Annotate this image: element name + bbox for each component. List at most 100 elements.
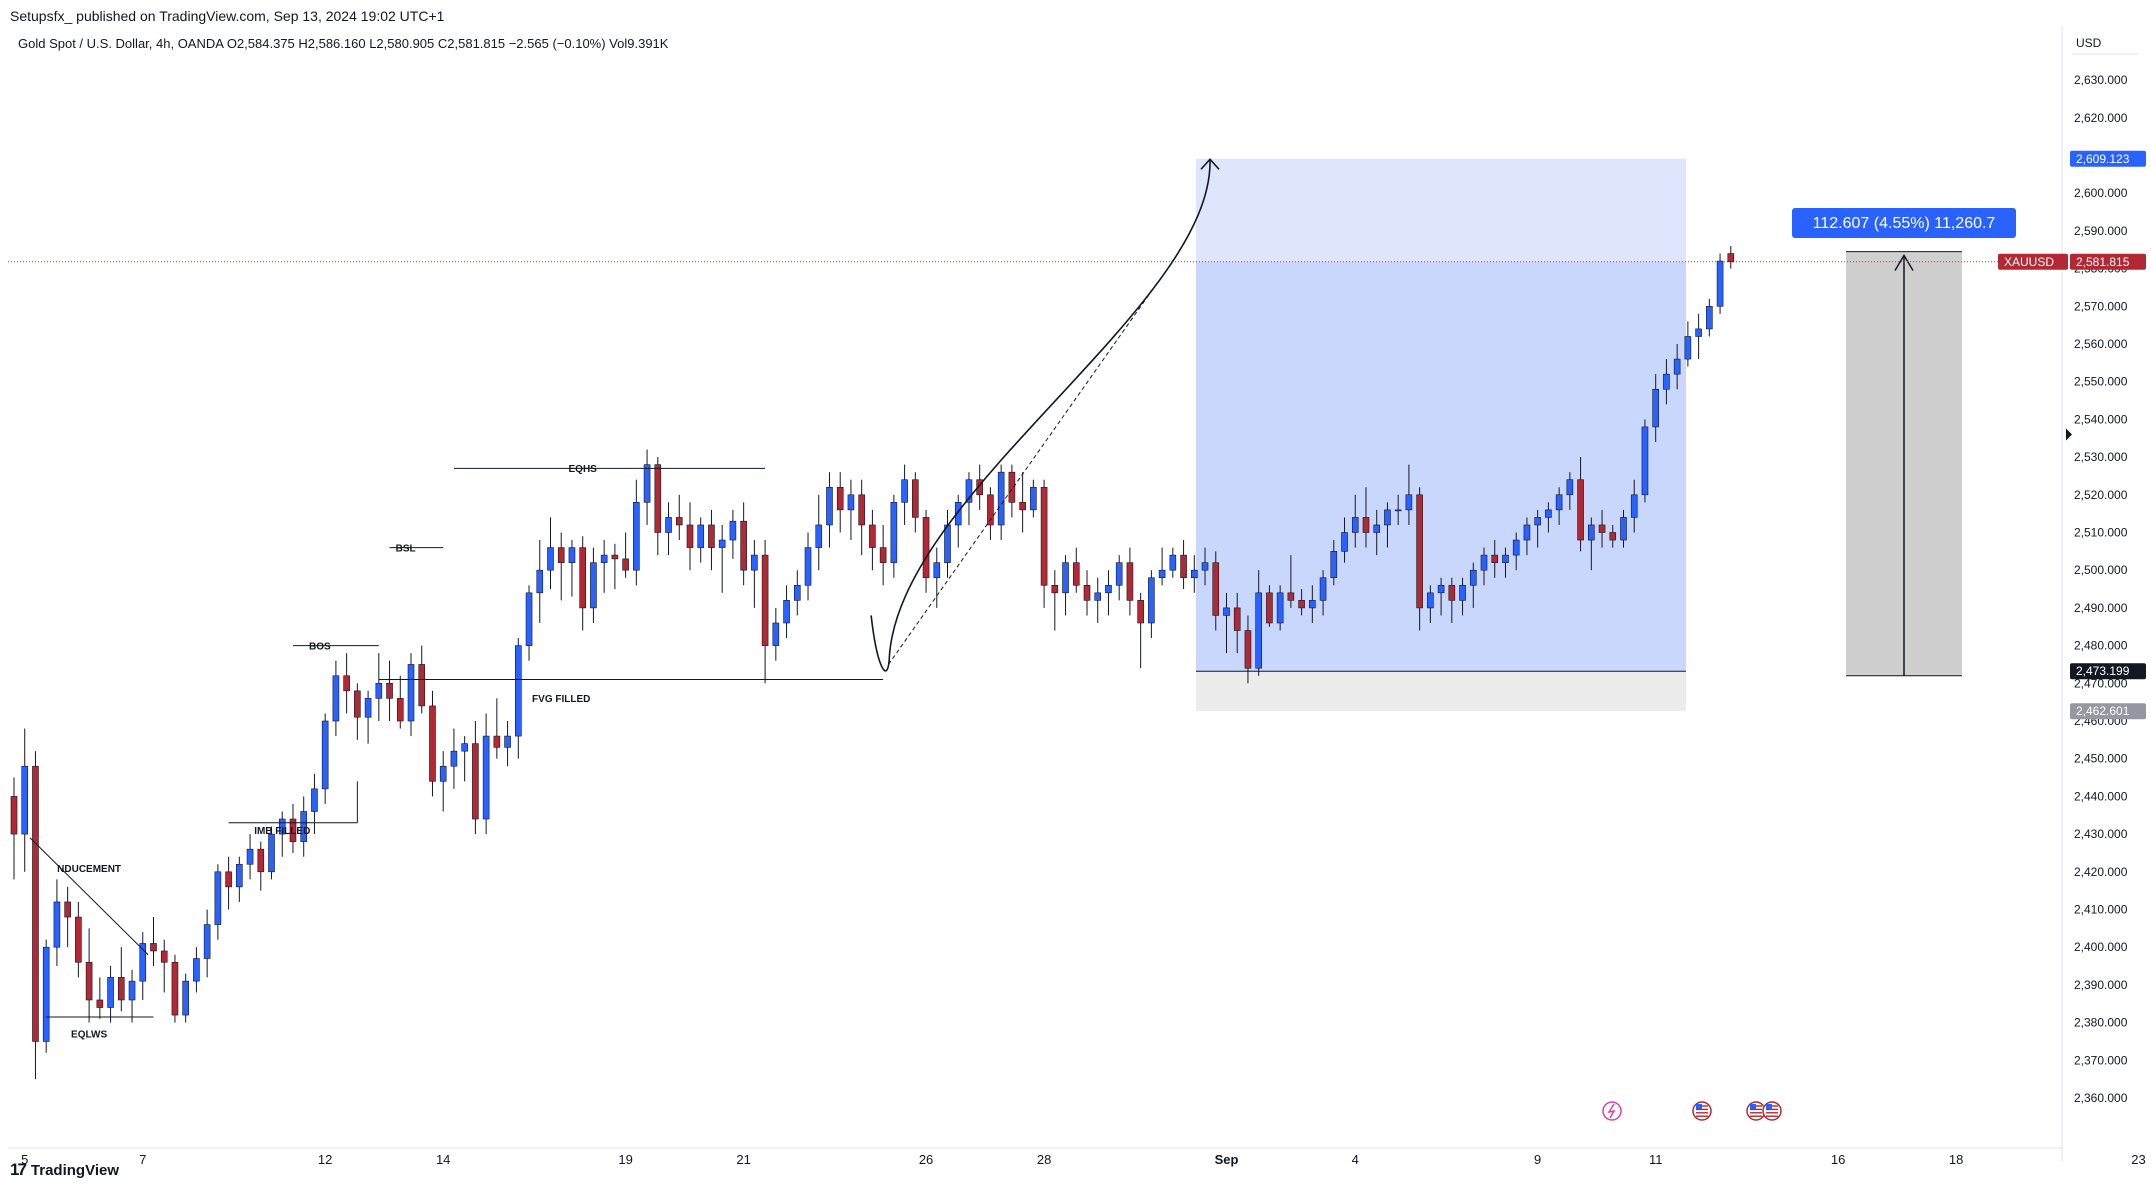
candle[interactable] [1115,555,1123,601]
candle[interactable] [772,607,780,661]
candle[interactable] [1416,487,1423,631]
candle[interactable] [1405,464,1413,525]
candle[interactable] [1523,517,1531,556]
candle[interactable] [804,532,812,601]
candle[interactable] [1491,540,1499,578]
candle[interactable] [1008,464,1016,518]
candle[interactable] [944,509,951,578]
candle[interactable] [1630,479,1638,533]
event-marker[interactable] [1602,1101,1622,1121]
event-marker[interactable] [1746,1101,1766,1121]
candle[interactable] [600,540,608,593]
candle[interactable] [1695,313,1702,360]
candle[interactable] [547,517,554,590]
candle[interactable] [1566,472,1574,510]
candle[interactable] [1351,494,1359,548]
candle[interactable] [461,736,468,782]
candle[interactable] [504,721,511,767]
candle[interactable] [536,540,544,623]
candle[interactable] [1545,502,1552,533]
candle[interactable] [268,826,275,880]
candle[interactable] [139,932,147,1000]
candle[interactable] [1244,615,1252,684]
candle[interactable] [214,864,222,940]
candle[interactable] [1309,585,1316,623]
candle[interactable] [257,841,265,891]
candle[interactable] [515,638,522,759]
candle[interactable] [568,540,576,597]
candle[interactable] [1169,547,1177,578]
candle[interactable] [1598,509,1606,548]
candle[interactable] [912,472,919,533]
candle[interactable] [1223,592,1230,654]
candle[interactable] [525,585,533,661]
candle[interactable] [1620,509,1627,548]
candle[interactable] [815,494,823,571]
candle[interactable] [160,939,168,993]
candle[interactable] [1362,487,1370,548]
candle[interactable] [1180,540,1187,590]
candle[interactable] [954,494,962,548]
candle[interactable] [439,751,447,812]
candle[interactable] [32,751,39,1080]
candle[interactable] [1051,570,1059,631]
candle[interactable] [976,464,984,510]
candle[interactable] [654,457,662,556]
candle[interactable] [1201,547,1209,586]
candle[interactable] [171,954,179,1023]
candle[interactable] [633,479,640,586]
event-marker[interactable] [1692,1101,1712,1121]
candle[interactable] [1469,562,1477,608]
event-marker[interactable] [1762,1101,1782,1121]
candle[interactable] [1684,321,1692,367]
candle[interactable] [836,472,844,533]
candle[interactable] [203,909,211,978]
candle[interactable] [493,698,501,759]
candle[interactable] [1641,419,1649,503]
candle[interactable] [1287,555,1295,608]
candle[interactable] [236,856,243,902]
candle[interactable] [1030,479,1037,518]
candle[interactable] [429,690,436,797]
candle[interactable] [1094,577,1102,623]
candle[interactable] [85,928,93,1023]
candle[interactable] [665,502,672,556]
candle[interactable] [1019,472,1026,533]
candle[interactable] [1298,589,1305,616]
candle[interactable] [354,683,361,740]
candle[interactable] [1266,585,1273,627]
candle[interactable] [1534,509,1541,548]
candle[interactable] [987,487,994,541]
candle[interactable] [1394,494,1402,525]
candle[interactable] [622,532,629,578]
candle[interactable] [321,713,329,804]
candle[interactable] [1105,570,1112,616]
candle[interactable] [1373,509,1381,556]
candle[interactable] [1040,479,1048,608]
candle[interactable] [1384,502,1391,548]
candle[interactable] [10,777,18,880]
candle[interactable] [1588,517,1595,571]
candle[interactable] [1502,547,1509,578]
candle[interactable] [311,773,318,835]
candle[interactable] [1427,585,1434,623]
candle[interactable] [869,509,876,571]
candle[interactable] [1233,592,1241,654]
candle[interactable] [793,570,801,616]
candle[interactable] [407,653,415,737]
candle[interactable] [590,547,597,623]
candle[interactable] [1716,253,1724,314]
candle[interactable] [472,721,479,835]
candle[interactable] [107,966,114,1023]
candle[interactable] [1512,532,1520,571]
candle[interactable] [1663,359,1670,405]
candle[interactable] [1062,555,1069,616]
candle[interactable] [729,509,737,559]
candle[interactable] [396,675,404,729]
candle[interactable] [289,803,297,853]
candle[interactable] [847,479,855,541]
candle[interactable] [1083,570,1091,616]
candle[interactable] [21,728,29,872]
candle[interactable] [718,524,726,593]
